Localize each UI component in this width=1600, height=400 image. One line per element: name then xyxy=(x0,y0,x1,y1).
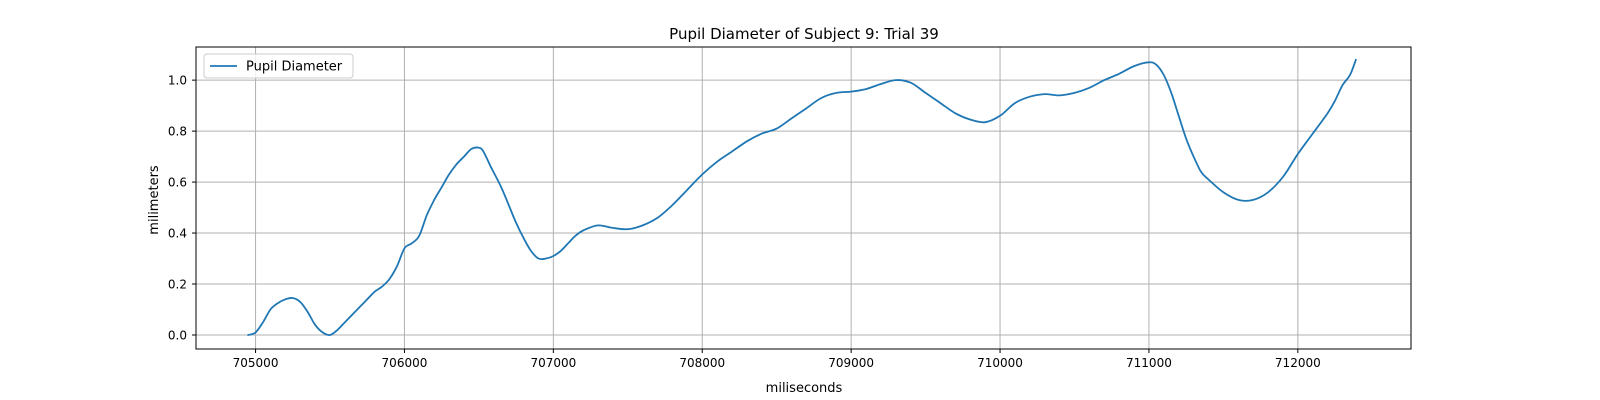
chart-title: Pupil Diameter of Subject 9: Trial 39 xyxy=(669,25,939,43)
series-line-pupil-diameter xyxy=(247,58,1357,336)
y-tick-label: 1.0 xyxy=(168,74,187,88)
legend-label-pupil-diameter: Pupil Diameter xyxy=(246,60,343,75)
plot-frame xyxy=(195,46,1412,350)
y-tick-label: 0.2 xyxy=(168,278,187,292)
x-tick-label: 707000 xyxy=(530,356,576,370)
series-layer xyxy=(247,58,1357,336)
axis-ticks: 705000 706000 707000 708000 709000 710000 7110… xyxy=(168,74,1321,370)
x-tick-label: 709000 xyxy=(828,356,874,370)
legend-box xyxy=(203,53,354,79)
x-tick-label: 711000 xyxy=(1126,356,1172,370)
y-tick-label: 0.4 xyxy=(168,227,187,241)
x-tick-label: 708000 xyxy=(679,356,725,370)
x-tick-label: 705000 xyxy=(233,356,279,370)
x-axis-label: miliseconds xyxy=(766,381,843,396)
grid xyxy=(196,47,1411,349)
x-tick-label: 712000 xyxy=(1275,356,1321,370)
x-tick-label: 706000 xyxy=(382,356,428,370)
legend: Pupil Diameter xyxy=(203,53,354,79)
y-tick-label: 0.6 xyxy=(168,176,187,190)
y-tick-label: 0.0 xyxy=(168,328,187,342)
y-axis-label: milimeters xyxy=(147,165,162,235)
x-tick-label: 710000 xyxy=(977,356,1023,370)
y-tick-label: 0.8 xyxy=(168,125,187,139)
